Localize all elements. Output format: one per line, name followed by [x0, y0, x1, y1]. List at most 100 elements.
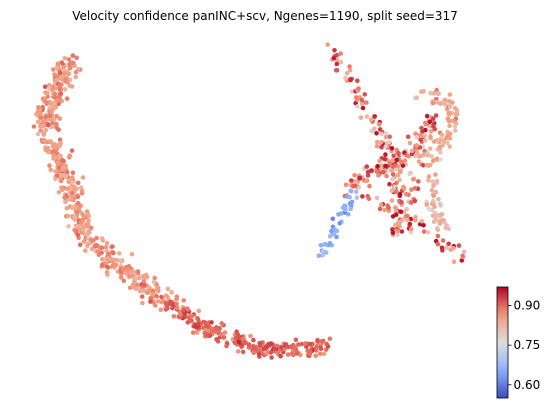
scatter-point [404, 213, 409, 219]
scatter-point [78, 220, 84, 225]
scatter-point [413, 95, 418, 101]
scatter-point [42, 84, 48, 90]
scatter-point [240, 349, 246, 355]
scatter-point [397, 224, 402, 229]
colorbar-tick-label: 0.75 [514, 338, 541, 352]
scatter-point [236, 339, 242, 345]
scatter-point [359, 97, 365, 103]
scatter-point [428, 90, 433, 96]
scatter-point [49, 107, 55, 113]
scatter-point [430, 179, 436, 184]
scatter-point [409, 226, 414, 232]
scatter-point [378, 140, 384, 145]
scatter-point [447, 123, 452, 128]
scatter-point [54, 98, 60, 103]
scatter-point [336, 212, 341, 217]
scatter-point [54, 150, 59, 156]
scatter-point [372, 126, 377, 132]
scatter-point [451, 259, 457, 265]
scatter-point [433, 189, 439, 195]
scatter-point [105, 272, 110, 278]
scatter-point [224, 343, 229, 349]
scatter-point [431, 219, 437, 225]
scatter-point [121, 278, 127, 284]
scatter-point [432, 210, 438, 215]
scatter-point [38, 128, 43, 133]
scatter-point [357, 176, 362, 181]
scatter-point [61, 158, 66, 164]
scatter-point [376, 172, 381, 178]
scatter-point [45, 94, 50, 99]
scatter-point [49, 100, 55, 106]
scatter-point [347, 64, 352, 69]
scatter-point [407, 171, 412, 177]
scatter-point [139, 294, 145, 299]
scatter-points [31, 42, 467, 360]
scatter-point [404, 206, 410, 212]
scatter-point [354, 189, 359, 195]
scatter-point [163, 293, 169, 299]
scatter-point [352, 173, 357, 178]
scatter-point [56, 127, 61, 132]
scatter-point [251, 337, 256, 343]
scatter-point [189, 318, 194, 324]
scatter-point [110, 262, 116, 268]
scatter-point [368, 117, 374, 122]
scatter-point [41, 137, 47, 143]
scatter-point [447, 131, 453, 137]
scatter-point [392, 163, 398, 168]
scatter-point [189, 313, 195, 319]
scatter-point [384, 173, 389, 179]
scatter-point [48, 139, 54, 144]
scatter-point [412, 186, 418, 191]
scatter-point [421, 229, 427, 234]
scatter-point [140, 288, 146, 293]
scatter-point [163, 307, 169, 312]
scatter-point [337, 221, 343, 226]
scatter-point [389, 198, 395, 203]
scatter-point [66, 224, 71, 229]
scatter-point [181, 307, 186, 313]
scatter-point [146, 284, 151, 290]
scatter-point [72, 227, 77, 233]
scatter-point [242, 340, 248, 345]
scatter-point [278, 353, 283, 359]
scatter-point [117, 251, 122, 256]
scatter-point [394, 157, 400, 163]
scatter-point [359, 101, 365, 107]
scatter-point [289, 351, 295, 356]
scatter-point [414, 143, 420, 148]
scatter-point [447, 144, 453, 149]
scatter-point [386, 139, 392, 145]
scatter-point [428, 129, 434, 134]
scatter-point [438, 212, 443, 218]
scatter-point [390, 177, 395, 182]
scatter-point [348, 77, 353, 83]
scatter-point [428, 134, 433, 139]
scatter-point [387, 134, 393, 140]
scatter-point [317, 351, 323, 357]
scatter-point [79, 188, 85, 194]
scatter-point [57, 82, 63, 87]
scatter-point [240, 336, 245, 341]
scatter-point [334, 61, 340, 67]
scatter-point [75, 194, 81, 200]
scatter-point [369, 168, 374, 173]
scatter-point [429, 154, 434, 159]
scatter-point [151, 279, 157, 285]
scatter-point [51, 117, 57, 123]
scatter-point [355, 104, 360, 109]
scatter-point [434, 100, 439, 105]
scatter-point [86, 228, 92, 234]
scatter-point [115, 258, 120, 263]
scatter-point [424, 202, 430, 207]
scatter-point [47, 113, 53, 119]
scatter-point [427, 124, 433, 129]
scatter-point [431, 183, 436, 188]
scatter-point [366, 196, 372, 201]
scatter-point [396, 219, 401, 225]
scatter-point [163, 301, 169, 306]
scatter-point [193, 324, 198, 329]
scatter-point [376, 121, 382, 127]
